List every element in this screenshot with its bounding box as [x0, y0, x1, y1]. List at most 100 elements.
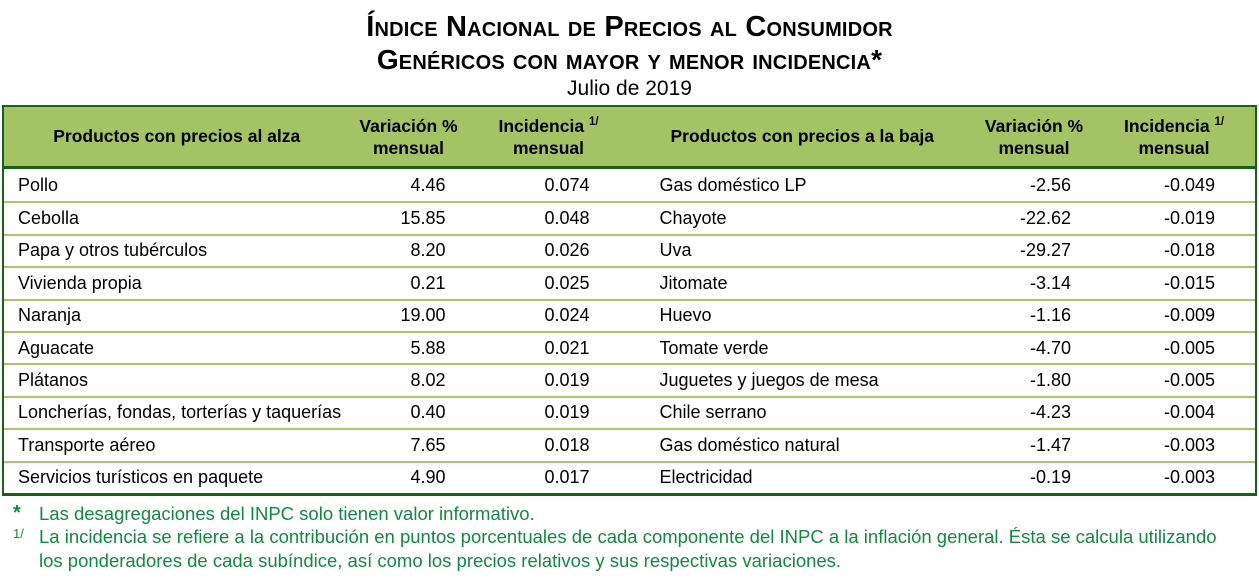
alza-incidencia-cell: 0.024 [544, 305, 590, 326]
header-incidencia-baja-word: Incidencia [1123, 115, 1210, 136]
header-variacion-alza-line1: Variación % [359, 115, 458, 136]
alza-incidencia-cell: 0.018 [544, 434, 590, 455]
baja-variacion-cell: -1.80 [1029, 370, 1071, 391]
baja-variacion-cell: -4.23 [1029, 402, 1071, 423]
alza-product-cell: Papa y otros tubérculos [18, 240, 208, 261]
inpc-table: Productos con precios al alza Variación … [2, 105, 1257, 496]
row-half-alza: Pollo 4.46 0.074 [4, 175, 630, 196]
alza-variacion-cell: 0.21 [410, 272, 446, 293]
baja-incidencia-cell: -0.003 [1163, 434, 1215, 455]
baja-incidencia-cell: -0.019 [1163, 208, 1215, 229]
alza-incidencia-cell: 0.074 [544, 174, 590, 195]
alza-product-cell: Servicios turísticos en paquete [18, 467, 264, 488]
baja-variacion-cell: -4.70 [1029, 337, 1071, 358]
header-variacion-baja-line2: mensual [998, 137, 1070, 158]
alza-variacion-cell: 19.00 [400, 305, 446, 326]
table-row: Papa y otros tubérculos 8.20 0.026 Uva -… [4, 233, 1256, 266]
baja-variacion-cell: -22.62 [1019, 208, 1071, 229]
baja-variacion-cell: -0.19 [1029, 467, 1071, 488]
alza-variacion-cell: 5.88 [410, 337, 446, 358]
row-half-alza: Loncherías, fondas, torterías y taquería… [4, 402, 630, 423]
baja-product-cell: Tomate verde [659, 337, 769, 358]
table-row: Plátanos 8.02 0.019 Juguetes y juegos de… [4, 363, 1255, 395]
header-half-alza: Productos con precios al alza Variación … [4, 107, 630, 166]
alza-product-cell: Transporte aéreo [18, 434, 156, 455]
baja-variacion-cell: -2.56 [1029, 174, 1071, 195]
baja-incidencia-cell: -0.004 [1163, 402, 1215, 423]
row-half-alza: Servicios turísticos en paquete 4.90 0.0… [4, 467, 630, 488]
baja-incidencia-cell: -0.015 [1163, 272, 1215, 293]
row-half-baja: Gas doméstico natural -1.47 -0.003 [630, 435, 1256, 456]
page-subtitle-date: Julio de 2019 [567, 77, 692, 100]
table-row: Aguacate 5.88 0.021 Tomate verde -4.70 -… [4, 330, 1255, 363]
baja-product-cell: Uva [659, 240, 692, 261]
footnote-asterisk-text: Las desagregaciones del INPC solo tienen… [39, 502, 535, 524]
alza-variacion-cell: 8.02 [410, 370, 446, 391]
alza-incidencia-cell: 0.025 [544, 272, 590, 293]
baja-incidencia-cell: -0.009 [1163, 305, 1215, 326]
header-incidencia-baja-line1: Incidencia 1/ [1093, 115, 1255, 137]
baja-product-cell: Chayote [659, 208, 727, 229]
footnotes-block: * Las desagregaciones del INPC solo tien… [0, 502, 1259, 573]
footnote-asterisk-marker: * [13, 501, 21, 524]
baja-product-cell: Gas doméstico natural [659, 434, 840, 455]
header-products-alza: Productos con precios al alza [53, 126, 301, 146]
alza-variacion-cell: 8.20 [410, 240, 446, 261]
table-header-row: Productos con precios al alza Variación … [4, 107, 1255, 169]
alza-product-cell: Naranja [18, 305, 82, 326]
row-half-alza: Transporte aéreo 7.65 0.018 [4, 435, 630, 456]
alza-incidencia-cell: 0.048 [544, 208, 590, 229]
baja-variacion-cell: -1.47 [1029, 434, 1071, 455]
alza-incidencia-cell: 0.019 [544, 402, 590, 423]
baja-incidencia-cell: -0.018 [1163, 240, 1215, 261]
row-half-baja: Electricidad -0.19 -0.003 [630, 467, 1256, 488]
page-title-line2: Genéricos con mayor y menor incidencia* [376, 44, 883, 75]
header-incidencia-alza-word: Incidencia [498, 115, 585, 136]
row-half-alza: Plátanos 8.02 0.019 [4, 370, 630, 391]
alza-variacion-cell: 4.46 [410, 174, 446, 195]
row-half-baja: Chayote -22.62 -0.019 [630, 208, 1256, 229]
baja-product-cell: Huevo [659, 305, 712, 326]
header-variacion-alza-line2: mensual [373, 137, 444, 158]
alza-product-cell: Cebolla [18, 208, 80, 229]
footnote-incidencia: 1/ La incidencia se refiere a la contrib… [13, 525, 1245, 572]
alza-incidencia-cell: 0.017 [544, 467, 590, 488]
baja-product-cell: Gas doméstico LP [659, 174, 807, 195]
header-incidencia-baja-line2: mensual [1138, 137, 1210, 158]
row-half-alza: Cebolla 15.85 0.048 [4, 208, 630, 229]
row-half-baja: Juguetes y juegos de mesa -1.80 -0.005 [630, 370, 1256, 391]
alza-variacion-cell: 7.65 [410, 434, 446, 455]
row-half-baja: Chile serrano -4.23 -0.004 [630, 402, 1256, 423]
header-incidencia-alza-line1: Incidencia 1/ [468, 115, 630, 137]
baja-variacion-cell: -1.16 [1029, 305, 1071, 326]
row-half-alza: Naranja 19.00 0.024 [4, 305, 630, 326]
baja-incidencia-cell: -0.003 [1163, 467, 1215, 488]
table-row: Naranja 19.00 0.024 Huevo -1.16 -0.009 [4, 298, 1256, 331]
alza-variacion-cell: 0.40 [410, 402, 446, 423]
row-half-alza: Aguacate 5.88 0.021 [4, 338, 630, 359]
alza-product-cell: Vivienda propia [18, 272, 142, 293]
header-variacion-baja: Variación % mensual [975, 115, 1093, 159]
table-row: Cebolla 15.85 0.048 Chayote -22.62 -0.01… [4, 201, 1255, 233]
baja-variacion-cell: -3.14 [1029, 272, 1071, 293]
table-row: Loncherías, fondas, torterías y taquería… [4, 395, 1256, 428]
alza-product-cell: Loncherías, fondas, torterías y taquería… [18, 402, 342, 423]
baja-variacion-cell: -29.27 [1019, 240, 1071, 261]
baja-incidencia-cell: -0.049 [1163, 174, 1215, 195]
table-row: Pollo 4.46 0.074 Gas doméstico LP -2.56 … [4, 169, 1255, 201]
footnote-ref-superscript: 1/ [588, 115, 599, 128]
baja-product-cell: Electricidad [659, 467, 753, 488]
row-half-baja: Uva -29.27 -0.018 [630, 240, 1256, 261]
title-block: Índice Nacional de Precios al Consumidor… [0, 0, 1259, 102]
alza-product-cell: Aguacate [18, 337, 95, 358]
row-half-baja: Huevo -1.16 -0.009 [630, 305, 1256, 326]
alza-product-cell: Plátanos [18, 370, 89, 391]
footnote-incidencia-marker: 1/ [13, 526, 24, 542]
baja-product-cell: Juguetes y juegos de mesa [659, 370, 879, 391]
header-incidencia-baja: Incidencia 1/ mensual [1093, 115, 1255, 159]
row-half-baja: Jitomate -3.14 -0.015 [630, 273, 1256, 294]
row-half-alza: Papa y otros tubérculos 8.20 0.026 [4, 240, 630, 261]
table-row: Vivienda propia 0.21 0.025 Jitomate -3.1… [4, 266, 1255, 298]
baja-incidencia-cell: -0.005 [1163, 370, 1215, 391]
